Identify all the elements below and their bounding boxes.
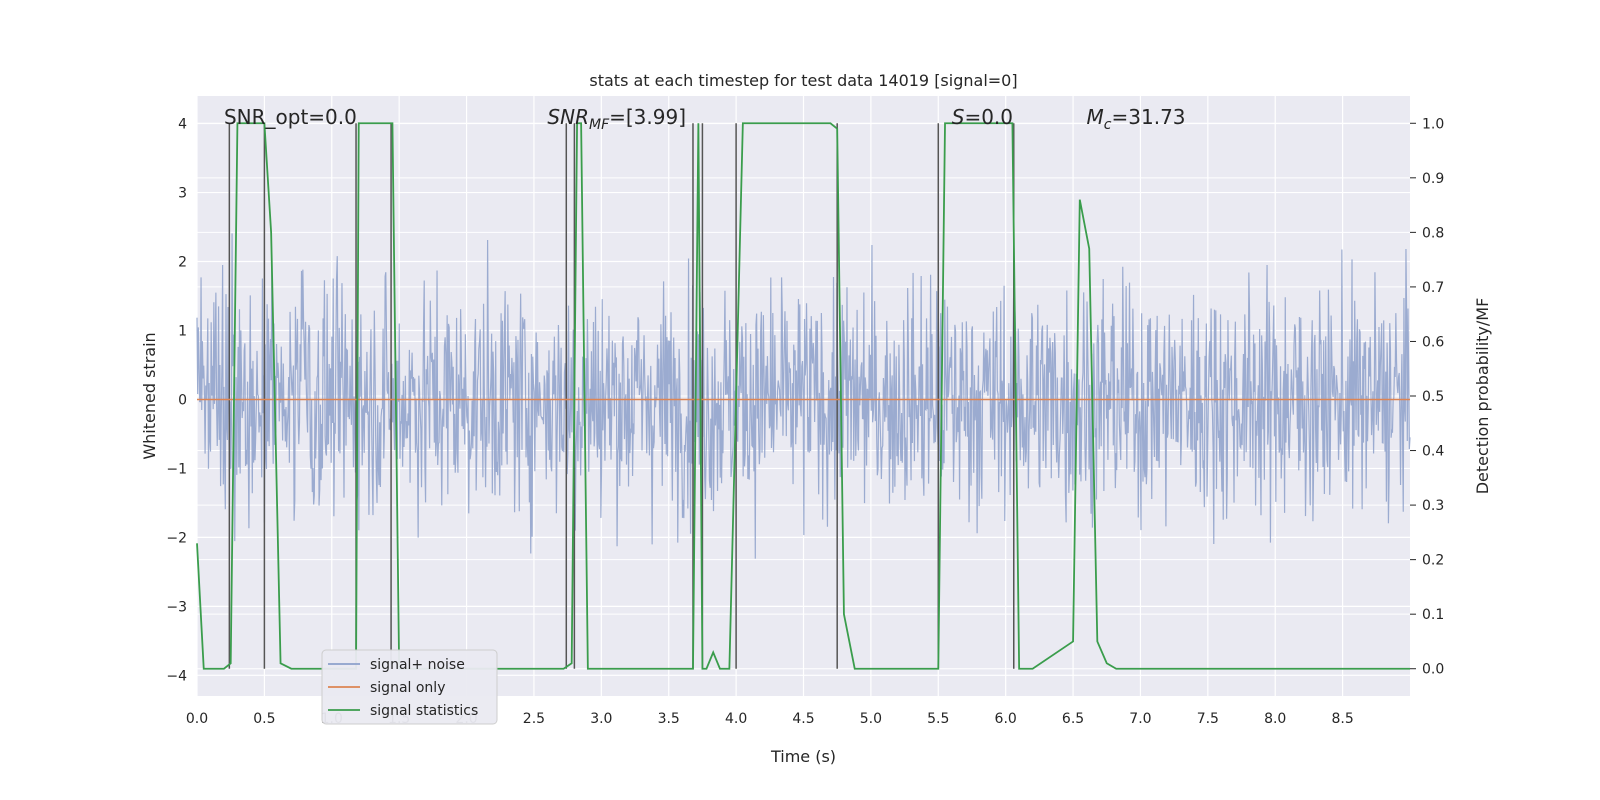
x-tick-label: 7.0 [1129, 711, 1151, 727]
x-tick-label: 4.0 [725, 711, 747, 727]
y-right-tick-label: 0.7 [1422, 280, 1444, 296]
signal-statistics-line [196, 122, 1410, 670]
y-axis-left-label: Whitened strain [140, 332, 159, 459]
signal-noise-line [196, 233, 1411, 559]
x-tick-label: 6.5 [1062, 711, 1084, 727]
y-left-tick-label: 2 [178, 255, 187, 271]
legend-box [321, 649, 498, 725]
y-right-tick-label: 0.3 [1422, 498, 1444, 514]
y-right-tick-label: 1.0 [1422, 116, 1444, 132]
annotation-1: SNRMF=[3.99] [547, 105, 686, 133]
x-tick-label: 4.5 [792, 711, 814, 727]
x-tick-label: 6.0 [995, 711, 1017, 727]
y-right-tick-label: 0.5 [1422, 389, 1444, 405]
annotation-3: Mc=31.73 [1087, 105, 1186, 133]
x-tick-label: 5.5 [927, 711, 949, 727]
x-tick-label: 7.5 [1197, 711, 1219, 727]
x-tick-label: 5.0 [860, 711, 882, 727]
x-tick-label: 3.5 [658, 711, 680, 727]
y-right-tick-label: 0.1 [1422, 607, 1444, 623]
x-axis-label: Time (s) [770, 747, 836, 766]
signal-noise-series [196, 233, 1411, 559]
y-right-tick-label: 0.2 [1422, 553, 1444, 569]
y-left-tick-label: 3 [178, 186, 187, 202]
y-left-tick-label: −1 [166, 461, 187, 477]
y-right-tick-label: 0.8 [1422, 225, 1444, 241]
annotations: SNR_opt=0.0 SNRMF=[3.99] S=0.0 Mc=31.73 [224, 105, 1186, 133]
y-left-tick-label: −3 [166, 599, 187, 615]
x-tick-label: 2.5 [523, 711, 545, 727]
x-tick-label: 3.0 [590, 711, 612, 727]
y-axis-right-label: Detection probability/MF [1473, 298, 1492, 495]
x-tick-label: 0.0 [186, 711, 208, 727]
annotation-2: S=0.0 [952, 105, 1013, 129]
x-tick-label: 8.5 [1331, 711, 1353, 727]
y-left-tick-label: −4 [166, 668, 187, 684]
y-right-tick-label: 0.0 [1422, 662, 1444, 678]
y-right-tick-label: 0.9 [1422, 171, 1444, 187]
legend: signal+ noise signal only signal statistic… [321, 649, 498, 725]
legend-label: signal+ noise [370, 657, 465, 673]
x-tick-label: 8.0 [1264, 711, 1286, 727]
y-left-tick-label: 4 [178, 117, 187, 133]
axis-ticks: 0.00.51.01.52.02.53.03.54.04.55.05.56.06… [166, 116, 1444, 727]
y-left-tick-label: 1 [178, 323, 187, 339]
y-right-tick-label: 0.6 [1422, 334, 1444, 350]
chart-title: stats at each timestep for test data 140… [589, 71, 1017, 90]
y-right-tick-label: 0.4 [1422, 444, 1444, 460]
y-left-tick-label: 0 [178, 392, 187, 408]
line-series [196, 122, 1410, 670]
legend-label: signal only [370, 680, 445, 696]
y-left-tick-label: −2 [166, 530, 187, 546]
legend-label: signal statistics [370, 703, 478, 719]
x-tick-label: 0.5 [253, 711, 275, 727]
annotation-0: SNR_opt=0.0 [224, 105, 357, 129]
